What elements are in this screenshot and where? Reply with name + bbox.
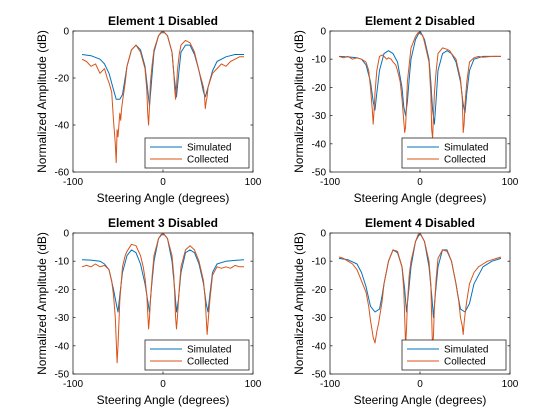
- y-tick-label: -40: [55, 121, 70, 132]
- y-tick-label: -20: [55, 74, 70, 85]
- series-line-simulated: [338, 233, 502, 319]
- x-axis-label: Steering Angle (degrees): [354, 393, 487, 407]
- x-tick-label: 0: [417, 177, 423, 188]
- y-tick-label: -10: [312, 55, 327, 66]
- y-tick-label: 0: [63, 27, 69, 38]
- series-line-collected: [338, 31, 501, 139]
- chart-title: Element 2 Disabled: [365, 14, 475, 28]
- series-line-collected: [81, 233, 244, 364]
- legend-entry: Collected: [444, 357, 486, 368]
- y-tick-label: -20: [312, 285, 327, 296]
- subplot-3: Element 3 Disabled Steering Angle (degree…: [35, 216, 262, 407]
- y-tick-label: -40: [55, 341, 70, 352]
- subplot-4: Element 4 Disabled Steering Angle (degree…: [292, 216, 519, 407]
- y-tick-label: -40: [312, 341, 327, 352]
- legend-entry: Collected: [444, 155, 486, 166]
- y-tick-label: 0: [63, 229, 69, 240]
- legend-box: [144, 339, 250, 371]
- y-tick-label: -50: [312, 370, 327, 381]
- subplot-2: Element 2 Disabled Steering Angle (degree…: [292, 14, 519, 205]
- legend-entry: Simulated: [444, 345, 488, 356]
- chart-title: Element 4 Disabled: [365, 216, 475, 230]
- x-tick-label: 0: [160, 379, 166, 390]
- y-tick-label: -50: [55, 370, 70, 381]
- legend-entry: Collected: [187, 357, 229, 368]
- legend-entry: Simulated: [187, 345, 231, 356]
- y-tick-label: -30: [55, 313, 70, 324]
- axes-frame: [329, 232, 511, 375]
- legend-box: [144, 137, 250, 169]
- y-axis-label: Normalized Amplitude (dB): [35, 232, 49, 375]
- x-axis-label: Steering Angle (degrees): [97, 191, 230, 205]
- x-tick-label: 100: [502, 177, 519, 188]
- axes-frame: [72, 232, 254, 375]
- x-tick-label: -100: [63, 379, 83, 390]
- legend-box: [401, 137, 507, 169]
- y-tick-label: -20: [312, 83, 327, 94]
- legend-entry: Simulated: [187, 143, 231, 154]
- x-axis-label: Steering Angle (degrees): [97, 393, 230, 407]
- series-line-collected: [81, 31, 244, 164]
- legend-box: [401, 339, 507, 371]
- y-tick-label: -30: [312, 111, 327, 122]
- series-line-simulated: [338, 31, 501, 125]
- axes-frame: [329, 30, 511, 173]
- y-tick-label: -40: [312, 139, 327, 150]
- y-tick-label: -50: [312, 168, 327, 179]
- x-tick-label: 100: [502, 379, 519, 390]
- legend-entry: Simulated: [444, 143, 488, 154]
- y-axis-label: Normalized Amplitude (dB): [35, 30, 49, 173]
- x-tick-label: 100: [245, 379, 262, 390]
- x-tick-label: -100: [63, 177, 83, 188]
- axes-frame: [72, 30, 254, 173]
- y-tick-label: -60: [55, 168, 70, 179]
- chart-title: Element 1 Disabled: [108, 14, 218, 28]
- y-tick-label: -20: [55, 285, 70, 296]
- subplot-1: Element 1 Disabled Steering Angle (degree…: [35, 14, 262, 205]
- y-tick-label: -10: [312, 257, 327, 268]
- x-axis-label: Steering Angle (degrees): [354, 191, 487, 205]
- y-axis-label: Normalized Amplitude (dB): [292, 30, 306, 173]
- chart-title: Element 3 Disabled: [108, 216, 218, 230]
- y-tick-label: -30: [312, 313, 327, 324]
- x-tick-label: 0: [160, 177, 166, 188]
- x-tick-label: 100: [245, 177, 262, 188]
- y-tick-label: 0: [320, 27, 326, 38]
- y-tick-label: 0: [320, 229, 326, 240]
- series-line-collected: [338, 233, 502, 352]
- legend-entry: Collected: [187, 155, 229, 166]
- x-tick-label: 0: [417, 379, 423, 390]
- x-tick-label: -100: [320, 177, 340, 188]
- x-tick-label: -100: [320, 379, 340, 390]
- y-tick-label: -10: [55, 257, 70, 268]
- y-axis-label: Normalized Amplitude (dB): [292, 232, 306, 375]
